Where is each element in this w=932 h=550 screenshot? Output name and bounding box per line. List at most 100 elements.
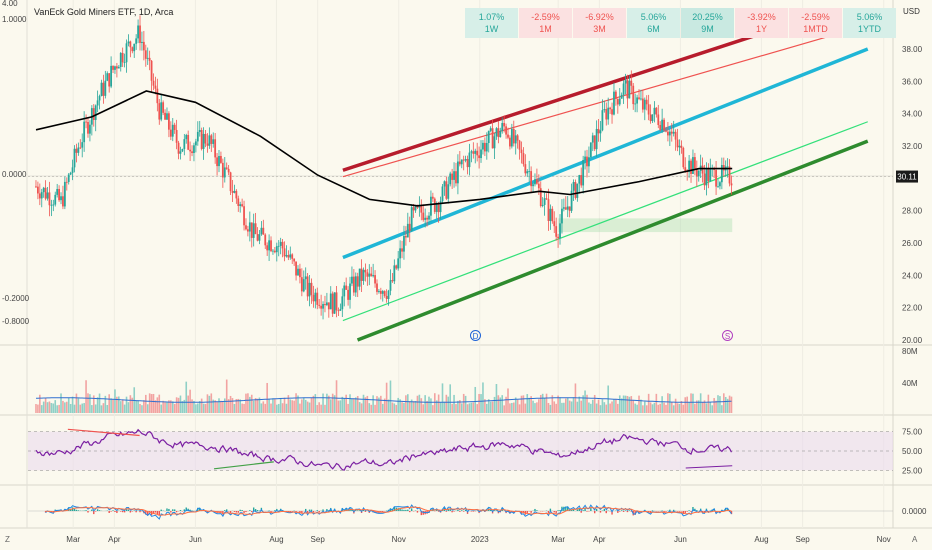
macd-histogram-bar: [64, 509, 66, 511]
volume-bar: [615, 399, 617, 413]
volume-bar: [665, 404, 667, 413]
candle-body: [705, 168, 708, 186]
volume-bar: [185, 381, 188, 413]
candle-body: [62, 196, 64, 207]
volume-bar: [395, 404, 398, 413]
candle-body: [374, 275, 376, 284]
candle-body: [83, 121, 86, 143]
candle-body: [364, 269, 367, 273]
volume-bar: [518, 404, 521, 413]
dividend-marker[interactable]: D: [470, 330, 481, 341]
candle-body: [460, 159, 463, 165]
candle-body: [418, 205, 421, 208]
volume-bar: [118, 396, 120, 413]
symbol-title[interactable]: VanEck Gold Miners ETF, 1D, Arca: [34, 7, 174, 17]
volume-bar: [532, 400, 534, 413]
left-scale-label: -0.8000: [2, 317, 30, 326]
macd-histogram-bar: [686, 511, 688, 512]
candle-body: [372, 275, 375, 277]
candle-body: [588, 157, 590, 167]
time-tick-label: Aug: [754, 535, 768, 544]
macd-histogram-bar: [270, 511, 272, 513]
split-marker[interactable]: S: [722, 330, 733, 341]
volume-bar: [89, 394, 91, 413]
candle-body: [67, 174, 70, 182]
candle-body: [595, 128, 598, 150]
candle-body: [701, 165, 704, 174]
volume-bar: [559, 397, 561, 413]
macd-histogram-bar: [559, 510, 561, 511]
volume-bar: [588, 402, 590, 413]
macd-histogram-bar: [308, 509, 311, 511]
macd-histogram-bar: [135, 511, 137, 513]
volume-bar: [214, 400, 216, 413]
candle-body: [341, 296, 344, 310]
candle-body: [695, 168, 698, 177]
volume-bar: [684, 397, 687, 413]
currency-label[interactable]: USD: [903, 7, 920, 16]
macd-histogram-bar: [536, 510, 538, 511]
volume-bar: [277, 403, 280, 413]
candle-body: [443, 181, 446, 187]
volume-bar: [405, 395, 407, 413]
macd-histogram-bar: [224, 510, 226, 511]
volume-bar: [260, 403, 263, 413]
volume-bar: [158, 394, 161, 413]
macd-histogram-bar: [624, 510, 627, 511]
macd-histogram-bar: [77, 510, 80, 511]
volume-bar: [56, 405, 58, 413]
macd-histogram-bar: [690, 511, 692, 512]
volume-bar: [137, 400, 139, 413]
candle-body: [104, 80, 107, 96]
macd-histogram-bar: [114, 511, 116, 512]
volume-bar: [144, 394, 147, 413]
volume-bar: [42, 401, 45, 413]
candle-body: [655, 107, 658, 115]
channel-lines[interactable]: [342, 27, 869, 342]
candle-body: [56, 188, 59, 195]
volume-bar: [337, 400, 340, 413]
price-tick-label: 38.00: [902, 45, 923, 54]
candle-body: [574, 182, 577, 198]
candle-body: [693, 157, 696, 169]
macd-histogram-bar: [726, 508, 729, 511]
macd-histogram-bar: [671, 511, 673, 512]
macd-histogram-bar: [462, 511, 465, 512]
volume-bar: [422, 404, 425, 413]
candle-body: [71, 167, 74, 173]
candle-body: [110, 65, 113, 87]
candle-body: [401, 248, 403, 252]
candle-body: [154, 85, 157, 89]
last-price-label: 30.11: [897, 173, 917, 182]
macd-histogram-bar: [170, 511, 172, 513]
candle-body: [543, 198, 546, 205]
volume-bar: [347, 403, 349, 413]
candle-body: [194, 141, 197, 146]
performance-period: 1Y: [755, 24, 767, 34]
volume-bar: [112, 399, 114, 413]
candle-body: [510, 128, 513, 147]
channel-line-3: [342, 47, 869, 260]
volume-bar: [563, 402, 565, 413]
volume-bar: [266, 382, 268, 413]
candle-body: [447, 184, 450, 199]
volume-bar: [418, 394, 421, 413]
candle-body: [476, 150, 479, 156]
macd-histogram-bar: [318, 511, 320, 513]
candle-body: [426, 217, 428, 220]
macd-histogram-bar: [582, 510, 584, 511]
candle-body: [536, 179, 538, 184]
candle-body: [416, 206, 419, 208]
candle-body: [453, 171, 455, 180]
macd-histogram-bar: [185, 507, 187, 511]
volume-bar: [343, 398, 346, 413]
candle-body: [643, 99, 646, 110]
volume-bar: [449, 384, 452, 413]
candle-body: [389, 280, 392, 291]
candle-body: [187, 134, 190, 150]
volume-bar: [73, 404, 76, 413]
volume-bar: [651, 404, 654, 413]
volume-bar: [370, 404, 373, 413]
candle-body: [40, 192, 43, 199]
